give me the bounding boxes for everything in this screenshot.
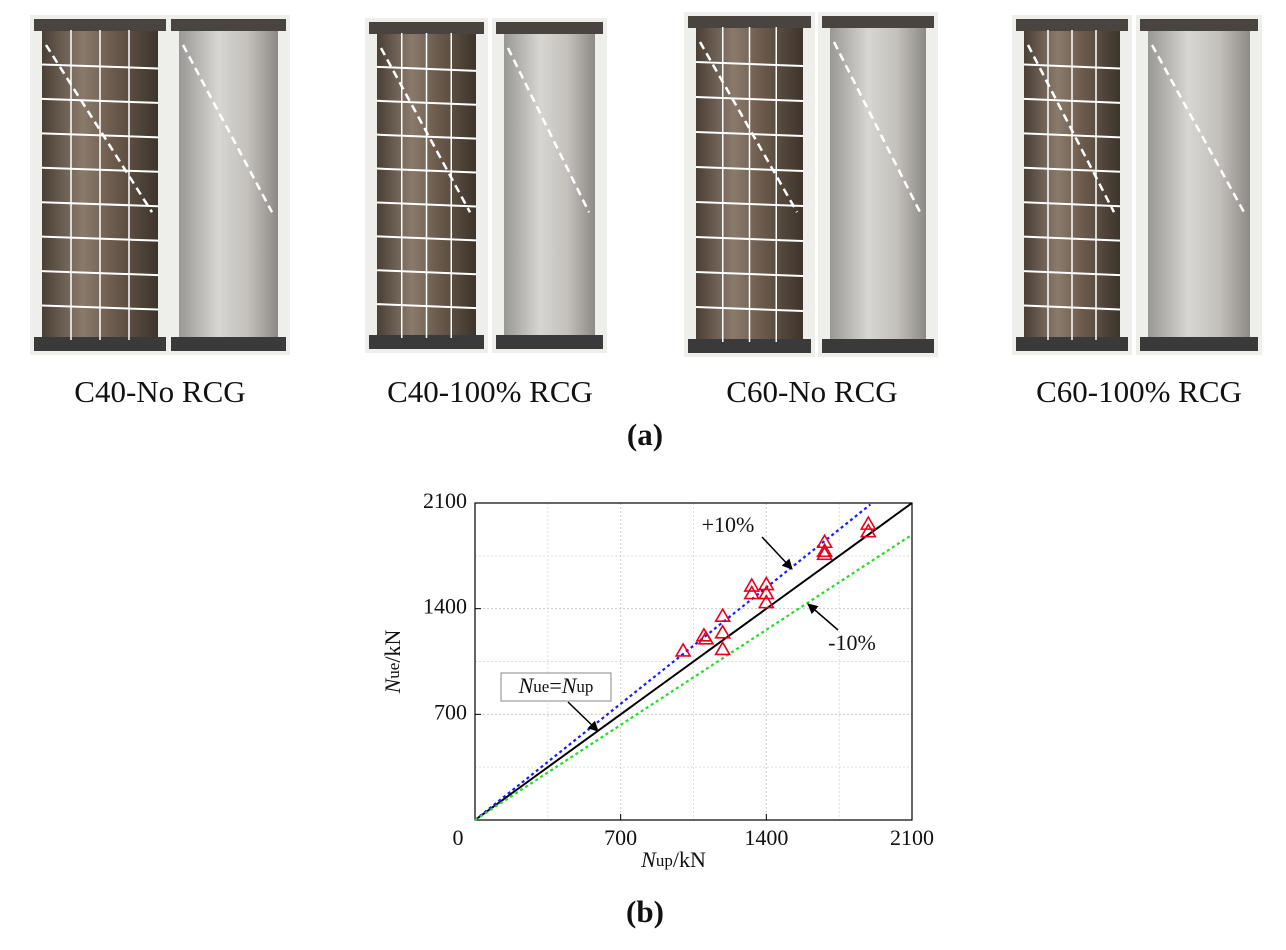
end-plate: [822, 16, 934, 28]
x-tick-label: 2100: [890, 825, 934, 850]
annotation-part: up: [576, 677, 593, 696]
annotation-box: [500, 672, 612, 702]
data-point: [714, 624, 732, 639]
end-plate: [171, 19, 286, 31]
failure-line: [181, 44, 274, 213]
failure-line: [832, 41, 922, 213]
end-plate: [1140, 19, 1258, 31]
end-plate: [1016, 337, 1128, 351]
end-plate: [34, 19, 166, 31]
axis-label-part: /kN: [380, 630, 405, 663]
x-tick-label: 700: [604, 825, 637, 850]
data-point: [743, 584, 761, 600]
axis-label-part: /kN: [673, 847, 706, 872]
failure-line: [506, 47, 591, 213]
data-point: [674, 642, 692, 657]
x-axis-label: Nup/kN: [640, 847, 706, 872]
specimen: [830, 27, 926, 342]
annotation-part: =: [549, 673, 561, 698]
annotation-part: N: [518, 673, 535, 698]
annotation-part: ue: [533, 677, 549, 696]
photo-caption: C60-No RCG: [726, 374, 897, 409]
y-tick-label: 1400: [423, 594, 467, 619]
y-tick-label: 700: [434, 699, 467, 724]
failure-line: [1026, 44, 1116, 213]
annotation-part: N: [561, 673, 578, 698]
end-plate: [688, 16, 811, 28]
data-point: [714, 640, 732, 656]
axis-label-part: up: [656, 851, 673, 870]
data-point: [757, 575, 775, 591]
end-plate: [1140, 337, 1258, 351]
failure-line: [698, 41, 799, 213]
photo-caption: C60-100% RCG: [1036, 374, 1242, 409]
end-plate: [688, 339, 811, 353]
specimen: [179, 30, 278, 340]
data-point: [697, 630, 715, 645]
end-plate: [822, 339, 934, 353]
x-tick-label: 0: [453, 825, 464, 850]
end-plate: [1016, 19, 1128, 31]
failure-line: [379, 47, 472, 213]
data-point: [859, 515, 877, 530]
photo-row: [30, 12, 1262, 357]
annotation-arrow: [761, 536, 793, 570]
data-point: [816, 542, 833, 558]
data-point: [859, 523, 877, 538]
annotation: -10%: [828, 630, 876, 655]
chart: 0 700 1400 210070014002100Nup/kNNue/kN+10%-…: [380, 488, 934, 872]
reference-line: [474, 533, 913, 821]
data-point: [757, 584, 775, 600]
data-point: [743, 577, 761, 592]
reference-line: [474, 502, 913, 821]
end-plate: [369, 335, 484, 349]
reference-line: [474, 503, 872, 821]
end-plate: [496, 22, 603, 34]
photo-caption: C40-100% RCG: [387, 374, 593, 409]
data-point: [816, 545, 833, 561]
x-tick-label: 1400: [744, 825, 788, 850]
failure-line: [1150, 44, 1246, 213]
specimen: [504, 33, 595, 338]
end-plate: [171, 337, 286, 351]
y-axis-label: Nue/kN: [380, 630, 405, 695]
data-point: [757, 594, 775, 609]
annotation-arrow: [567, 701, 599, 732]
end-plate: [496, 335, 603, 349]
axis-label-part: ue: [384, 663, 403, 679]
axis-label-part: N: [640, 847, 657, 872]
data-point: [714, 607, 732, 623]
panel-label: (a): [627, 417, 663, 452]
annotation: Nue=Nup: [518, 673, 594, 698]
photo-caption: C40-No RCG: [74, 374, 245, 409]
end-plate: [34, 337, 166, 351]
failure-line: [44, 44, 154, 213]
axis-label-part: N: [380, 677, 405, 694]
panel-label: (b): [626, 894, 664, 929]
annotation: +10%: [702, 512, 755, 537]
annotation-arrow: [807, 603, 839, 631]
y-tick-label: 2100: [423, 488, 467, 513]
plot-frame: [474, 502, 913, 821]
end-plate: [369, 22, 484, 34]
specimen: [1148, 30, 1250, 340]
